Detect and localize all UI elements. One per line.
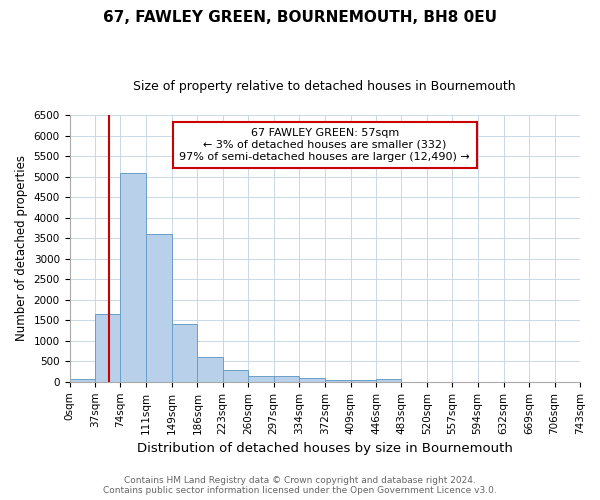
Text: Contains HM Land Registry data © Crown copyright and database right 2024.
Contai: Contains HM Land Registry data © Crown c… [103, 476, 497, 495]
Bar [121, 174, 146, 382]
Bar [248, 376, 274, 382]
Y-axis label: Number of detached properties: Number of detached properties [15, 156, 28, 342]
Bar [350, 380, 376, 382]
Bar [70, 378, 95, 382]
Bar [197, 357, 223, 382]
Bar [325, 380, 350, 382]
Bar [299, 378, 325, 382]
Title: Size of property relative to detached houses in Bournemouth: Size of property relative to detached ho… [133, 80, 516, 93]
Bar [223, 370, 248, 382]
Bar [376, 380, 401, 382]
Bar [274, 376, 299, 382]
Text: 67, FAWLEY GREEN, BOURNEMOUTH, BH8 0EU: 67, FAWLEY GREEN, BOURNEMOUTH, BH8 0EU [103, 10, 497, 25]
Bar [172, 324, 197, 382]
Bar [95, 314, 121, 382]
Bar [146, 234, 172, 382]
X-axis label: Distribution of detached houses by size in Bournemouth: Distribution of detached houses by size … [137, 442, 513, 455]
Text: 67 FAWLEY GREEN: 57sqm
← 3% of detached houses are smaller (332)
97% of semi-det: 67 FAWLEY GREEN: 57sqm ← 3% of detached … [179, 128, 470, 162]
